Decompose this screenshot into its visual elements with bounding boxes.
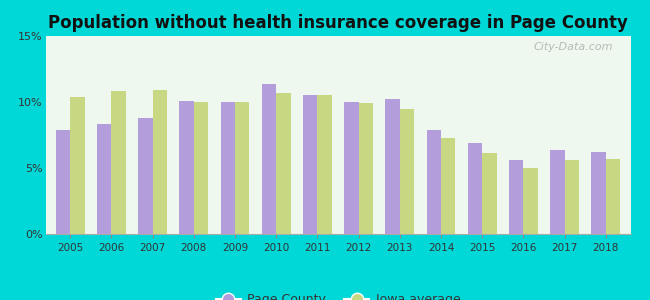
- Bar: [220, 102, 235, 234]
- Bar: [70, 97, 84, 234]
- Bar: [262, 83, 276, 234]
- Text: City-Data.com: City-Data.com: [534, 42, 613, 52]
- Bar: [509, 160, 523, 234]
- Bar: [482, 154, 497, 234]
- Bar: [303, 95, 317, 234]
- Bar: [385, 99, 400, 234]
- Bar: [400, 109, 414, 234]
- Bar: [606, 159, 620, 234]
- Bar: [523, 168, 538, 234]
- Bar: [426, 130, 441, 234]
- Bar: [344, 102, 359, 234]
- Bar: [592, 152, 606, 234]
- Bar: [468, 143, 482, 234]
- Bar: [550, 149, 565, 234]
- Bar: [235, 102, 250, 234]
- Bar: [317, 95, 332, 234]
- Legend: Page County, Iowa average: Page County, Iowa average: [211, 288, 465, 300]
- Bar: [56, 130, 70, 234]
- Bar: [97, 124, 111, 234]
- Bar: [359, 103, 373, 234]
- Bar: [153, 90, 167, 234]
- Bar: [138, 118, 153, 234]
- Bar: [179, 101, 194, 234]
- Bar: [441, 138, 456, 234]
- Title: Population without health insurance coverage in Page County: Population without health insurance cove…: [48, 14, 628, 32]
- Bar: [194, 102, 208, 234]
- Bar: [111, 92, 126, 234]
- Bar: [276, 93, 291, 234]
- Bar: [565, 160, 579, 234]
